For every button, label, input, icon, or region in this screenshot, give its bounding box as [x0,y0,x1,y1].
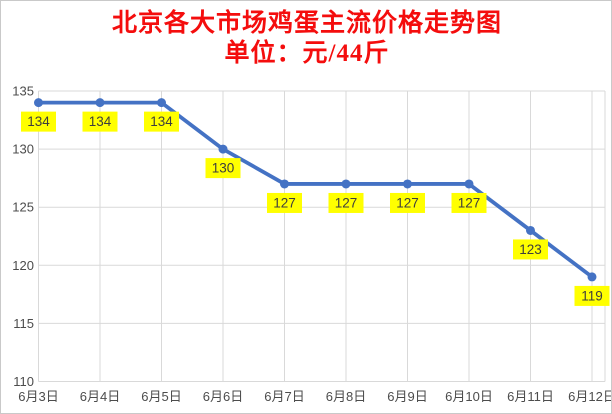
data-point-marker [403,179,412,189]
chart-title-block: 北京各大市场鸡蛋主流价格走势图 单位：元/44斤 [1,9,611,69]
chart-subtitle: 单位：元/44斤 [224,40,390,67]
x-axis-tick-label: 6月8日 [326,389,366,404]
x-axis-tick-label: 6月6日 [203,389,243,404]
data-label: 127 [458,195,481,210]
x-axis-tick-label: 6月10日 [445,389,493,404]
data-label-background [267,192,302,213]
data-label: 119 [581,288,603,303]
data-label-background [205,158,241,179]
data-point-marker [341,179,351,189]
data-point-marker [587,272,597,282]
data-label: 130 [212,161,235,176]
data-label-background [513,239,548,260]
data-label: 127 [396,195,419,210]
x-axis-tick-label: 6月12日 [568,389,612,404]
data-point-marker [218,144,228,154]
data-label: 127 [273,195,296,210]
price-series-line [36,100,594,279]
x-axis-tick-label: 6月4日 [80,389,120,404]
data-label: 134 [150,114,173,129]
data-label-background [390,192,425,213]
data-label: 127 [335,195,358,210]
y-axis-tick-label: 110 [13,374,34,389]
x-axis-tick-label: 6月9日 [387,389,427,404]
data-point-marker [526,225,535,235]
x-axis-tick-label: 6月5日 [141,389,181,404]
data-label-background [144,111,179,132]
y-axis-tick-label: 135 [12,84,34,99]
data-point-marker [157,98,166,108]
data-point-marker [280,179,289,189]
x-axis-tick-label: 6月7日 [264,389,304,404]
x-axis-tick-label: 6月11日 [507,389,554,404]
y-axis-tick-label: 115 [13,316,34,331]
data-label: 134 [27,114,50,129]
x-axis-tick-label: 6月3日 [18,389,58,404]
data-label-background [328,192,364,213]
data-point-marker [34,98,43,108]
data-label-background [21,111,56,132]
y-axis-tick-label: 130 [12,142,34,157]
data-label: 123 [519,242,542,257]
y-axis-tick-label: 125 [12,200,34,215]
y-axis-tick-label: 120 [12,258,34,273]
data-label: 134 [89,114,112,129]
data-label-background [451,192,487,213]
data-label-background [82,111,118,132]
chart-title: 北京各大市场鸡蛋主流价格走势图 [111,10,502,37]
data-point-marker [95,98,105,108]
data-label-background [574,285,610,306]
data-point-marker [464,179,474,189]
